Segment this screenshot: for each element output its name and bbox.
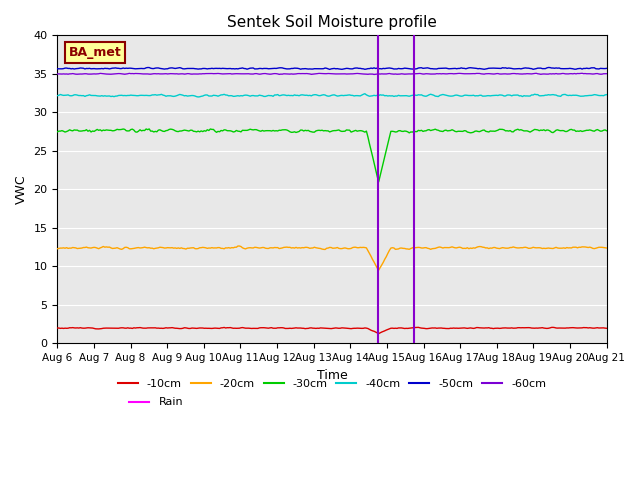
Text: BA_met: BA_met [68,46,121,59]
X-axis label: Time: Time [317,369,348,382]
Title: Sentek Soil Moisture profile: Sentek Soil Moisture profile [227,15,437,30]
Y-axis label: VWC: VWC [15,175,28,204]
Legend: Rain: Rain [125,393,188,412]
